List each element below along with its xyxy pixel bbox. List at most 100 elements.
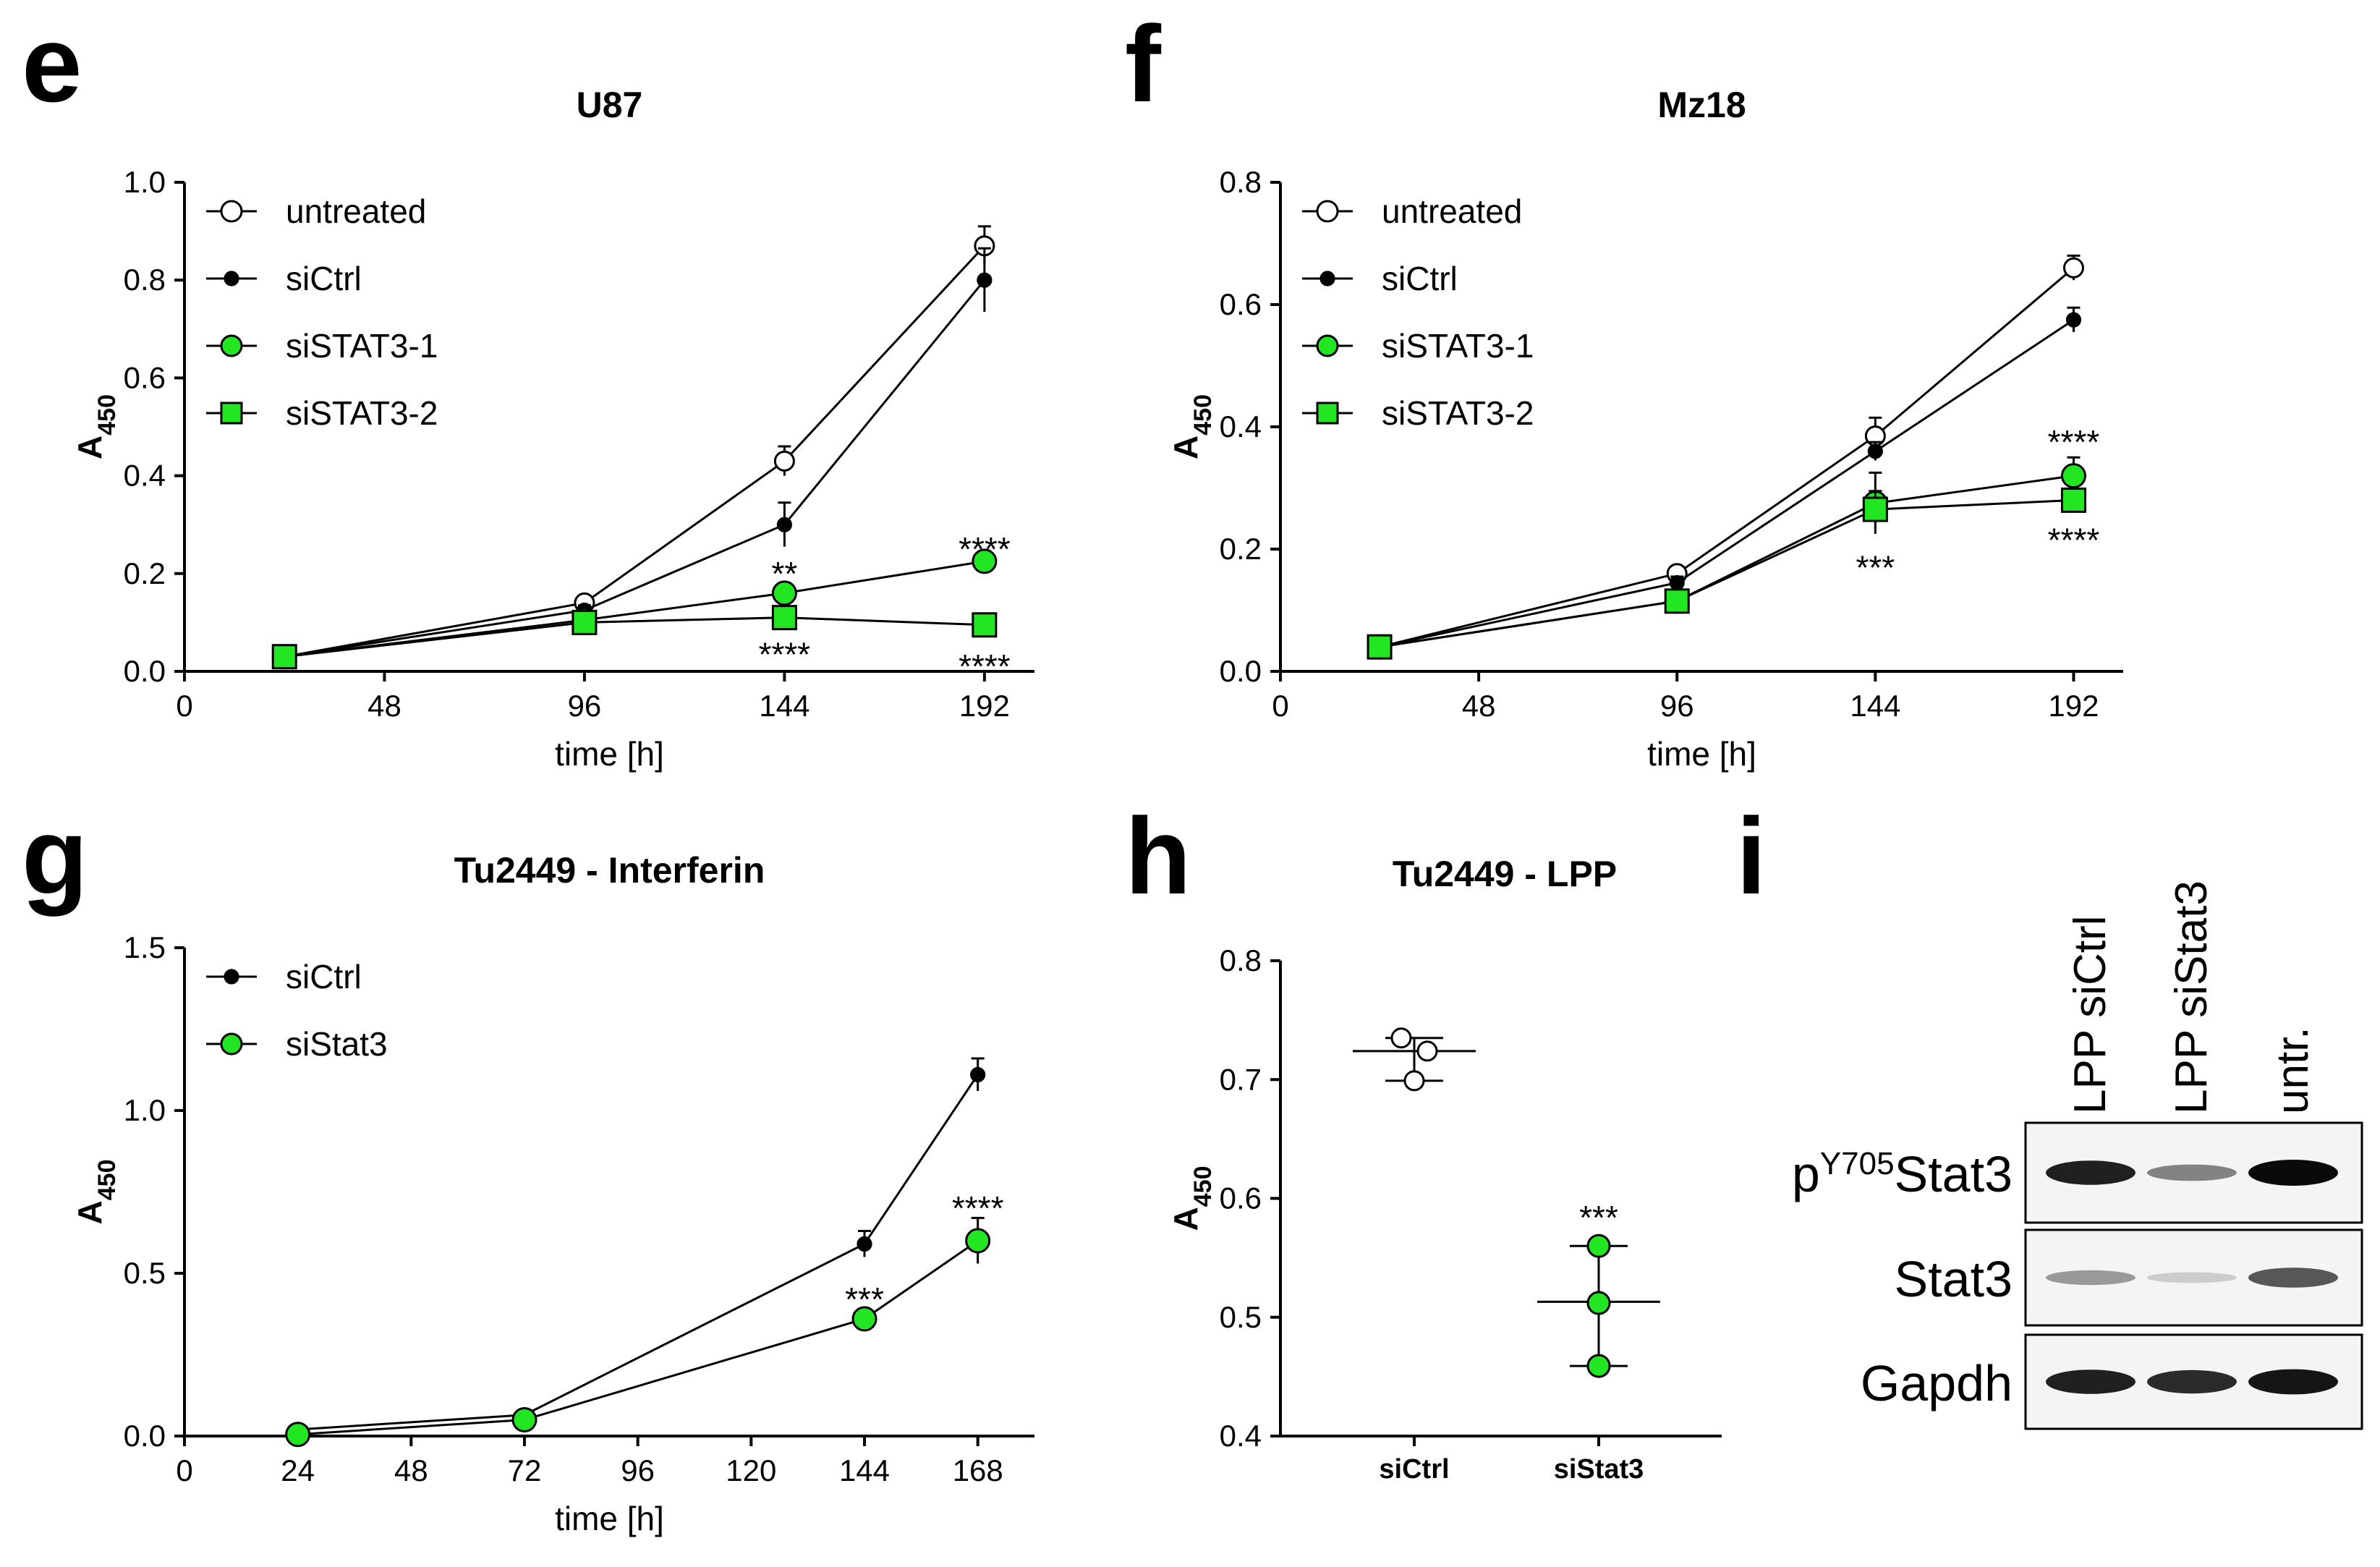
y-axis-label: A450 [71, 394, 121, 459]
x-category-label: siCtrl [1379, 1454, 1449, 1485]
x-tick-label: 24 [281, 1453, 315, 1487]
data-point [1669, 574, 1685, 591]
western-blot: LPP siCtrl LPP siStat3 untr.pY705Stat3Stat… [1792, 880, 2363, 1430]
series-line [284, 279, 986, 658]
y-tick-label: 0.2 [1220, 532, 1262, 566]
x-category-label: siStat3 [1554, 1454, 1644, 1485]
mz18-title: Mz18 [1657, 85, 1746, 125]
y-tick-label: 0.0 [124, 1419, 166, 1453]
y-tick-label: 0.6 [1220, 287, 1262, 321]
y-tick-label: 0.8 [1220, 165, 1262, 199]
x-tick-label: 192 [959, 689, 1010, 723]
y-tick-label: 0.6 [1220, 1181, 1262, 1215]
y-tick-label: 0.5 [124, 1256, 166, 1290]
legend-label: siSTAT3-1 [1382, 327, 1534, 365]
y-tick-label: 1.0 [124, 1093, 166, 1127]
y-axis-label-subscript: 450 [1189, 1166, 1217, 1207]
significance-label: **** [959, 647, 1011, 685]
significance-label: **** [759, 635, 811, 673]
significance-label: *** [1579, 1199, 1618, 1236]
panel-letter-e: e [22, 3, 82, 124]
blot-label-prefix: p [1792, 1146, 1820, 1202]
legend-marker [1316, 402, 1339, 425]
data-point [1390, 1027, 1412, 1049]
series-untreated [1369, 254, 2084, 658]
data-point [972, 548, 998, 574]
data-point [511, 1407, 537, 1432]
series-line [297, 1239, 979, 1436]
series-siSTAT3-2 [1367, 487, 2086, 660]
legend-label: untreated [286, 192, 426, 230]
legend-label: siSTAT3-2 [286, 394, 438, 432]
blot-column-label: LPP siCtrl [2065, 916, 2115, 1115]
legend-marker [224, 969, 239, 985]
x-tick-label: 96 [568, 689, 602, 723]
significance-label: **** [959, 530, 1011, 568]
data-point [2062, 257, 2084, 279]
x-tick-label: 96 [1660, 689, 1694, 723]
blot-band [2046, 1369, 2135, 1394]
legend-marker [1316, 200, 1339, 223]
x-axis-label: time [h] [555, 1500, 664, 1537]
series-line [284, 560, 985, 658]
x-tick-label: 0 [176, 1453, 192, 1487]
data-point [2060, 463, 2086, 489]
data-point [773, 450, 795, 472]
series-line [1379, 267, 2075, 648]
x-tick-label: 0 [176, 689, 192, 723]
x-tick-label: 144 [759, 689, 809, 723]
legend-marker [220, 1032, 243, 1056]
x-axis-label: time [h] [1647, 735, 1756, 773]
data-point [2065, 312, 2082, 328]
blot-row-label: pY705Stat3 [1792, 1146, 2013, 1203]
series-siStat3 [285, 1217, 991, 1448]
data-point [776, 517, 793, 532]
data-point [1862, 496, 1888, 522]
data-point [1664, 588, 1690, 614]
series-line [1379, 498, 2074, 648]
legend-marker [1319, 271, 1335, 286]
blot-band [2248, 1267, 2338, 1288]
y-axis-label-subscript: 450 [93, 1160, 121, 1201]
data-point [851, 1306, 877, 1332]
y-tick-label: 1.0 [124, 165, 166, 199]
x-tick-label: 96 [621, 1453, 655, 1487]
x-tick-label: 48 [1462, 689, 1496, 723]
blot-band [2248, 1160, 2338, 1186]
chart-tu2449-lpp: Tu2449 - LPP 0.4 0.5 0.6 0.7 0.8 siCtrl siStat3… [1167, 854, 1722, 1485]
significance-label: **** [952, 1189, 1004, 1227]
x-tick-label: 0 [1272, 689, 1288, 723]
legend-label: untreated [1382, 192, 1522, 230]
data-point [2060, 487, 2086, 513]
y-tick-label: 0.7 [1220, 1062, 1262, 1096]
data-point [965, 1228, 991, 1254]
significance-label: **** [2048, 521, 2100, 559]
series-siCtrl [276, 247, 993, 665]
data-point [1416, 1040, 1438, 1062]
y-axis-label: A450 [1167, 394, 1217, 459]
legend-marker [224, 271, 239, 286]
legend-label: siCtrl [286, 958, 362, 995]
y-tick-label: 0.0 [1220, 654, 1262, 688]
y-tick-label: 0.6 [124, 360, 166, 394]
blot-band [2147, 1164, 2237, 1181]
data-point [1586, 1291, 1611, 1315]
data-point [857, 1236, 872, 1252]
data-point [571, 609, 598, 635]
tu2449-interferin-title: Tu2449 - Interferin [454, 850, 765, 891]
legend-label: siSTAT3-2 [1382, 394, 1534, 432]
legend-label: siCtrl [286, 260, 362, 297]
significance-label: ** [772, 555, 798, 593]
y-tick-label: 0.5 [1220, 1300, 1262, 1334]
y-tick-label: 1.5 [124, 930, 166, 964]
x-tick-label: 48 [394, 1453, 428, 1487]
blot-column-label: LPP siStat3 [2167, 880, 2217, 1114]
chart-u87: U87 0.0 0.2 0.4 0.6 0.8 1.0 0 48 96 144 192 time [h]… [71, 85, 1034, 773]
legend-marker [1316, 334, 1339, 357]
y-axis-label-subscript: 450 [93, 394, 121, 436]
blot-label-name: Stat3 [1895, 1146, 2013, 1202]
data-point [1867, 443, 1883, 459]
panel-letter-g: g [22, 795, 88, 917]
series-line [297, 1074, 979, 1431]
